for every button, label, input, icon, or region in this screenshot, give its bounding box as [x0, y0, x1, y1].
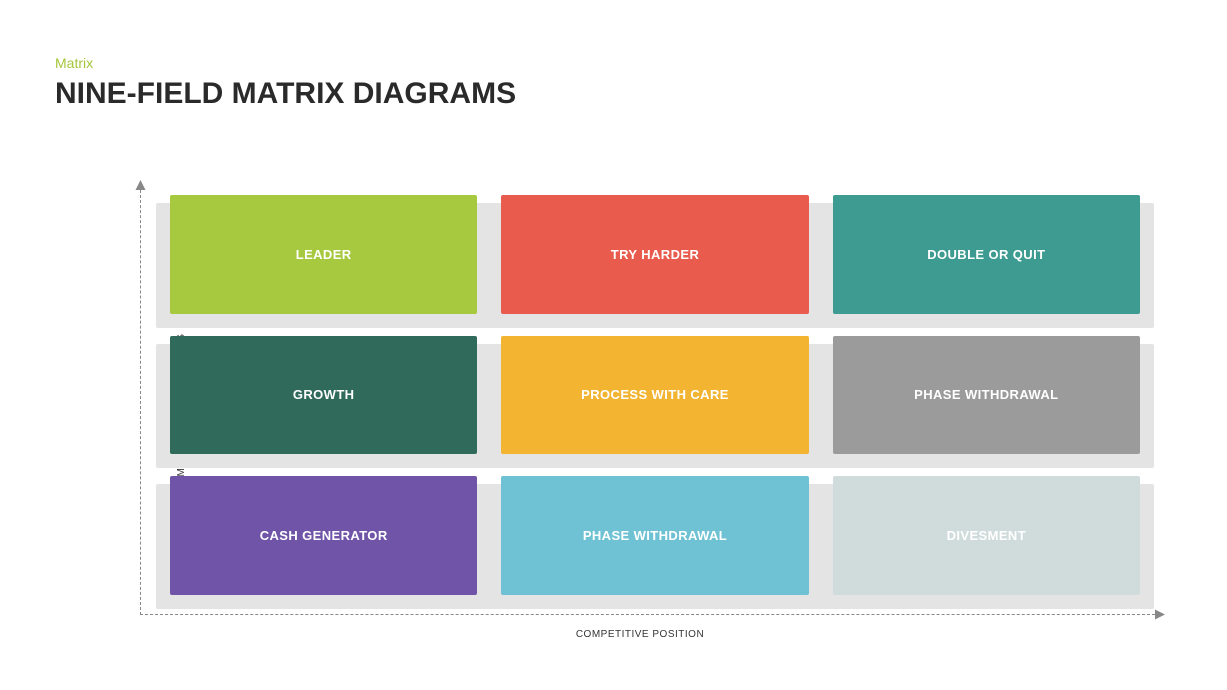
cell-label: CASH GENERATOR: [170, 476, 477, 595]
cell-label: DIVESMENT: [833, 476, 1140, 595]
x-axis-arrow-icon: [1155, 610, 1165, 620]
cell-label: GROWTH: [170, 336, 477, 455]
matrix-cell: DIVESMENT: [833, 476, 1140, 595]
matrix-cell: CASH GENERATOR: [170, 476, 477, 595]
cell-label: TRY HARDER: [501, 195, 808, 314]
matrix-cell: LEADER: [170, 195, 477, 314]
matrix-cell: DOUBLE OR QUIT: [833, 195, 1140, 314]
matrix-cell: PHASE WITHDRAWAL: [833, 336, 1140, 455]
page-title: NINE-FIELD MATRIX DIAGRAMS: [55, 77, 516, 111]
matrix-chart: MARKET ATTRACTIVENESS COMPETITIVE POSITI…: [140, 195, 1140, 615]
cell-label: PHASE WITHDRAWAL: [501, 476, 808, 595]
header: Matrix NINE-FIELD MATRIX DIAGRAMS: [55, 55, 516, 111]
matrix-grid: LEADER TRY HARDER DOUBLE OR QUIT GROWTH …: [170, 195, 1140, 595]
y-axis-line: [140, 190, 141, 615]
x-axis-line: [140, 614, 1155, 615]
matrix-cell: PROCESS WITH CARE: [501, 336, 808, 455]
cell-label: LEADER: [170, 195, 477, 314]
matrix-cell: PHASE WITHDRAWAL: [501, 476, 808, 595]
x-axis-label: COMPETITIVE POSITION: [576, 629, 704, 640]
cell-label: PHASE WITHDRAWAL: [833, 336, 1140, 455]
matrix-cell: TRY HARDER: [501, 195, 808, 314]
cell-label: PROCESS WITH CARE: [501, 336, 808, 455]
y-axis-arrow-icon: [136, 180, 146, 190]
matrix-cell: GROWTH: [170, 336, 477, 455]
subtitle: Matrix: [55, 55, 516, 71]
cell-label: DOUBLE OR QUIT: [833, 195, 1140, 314]
